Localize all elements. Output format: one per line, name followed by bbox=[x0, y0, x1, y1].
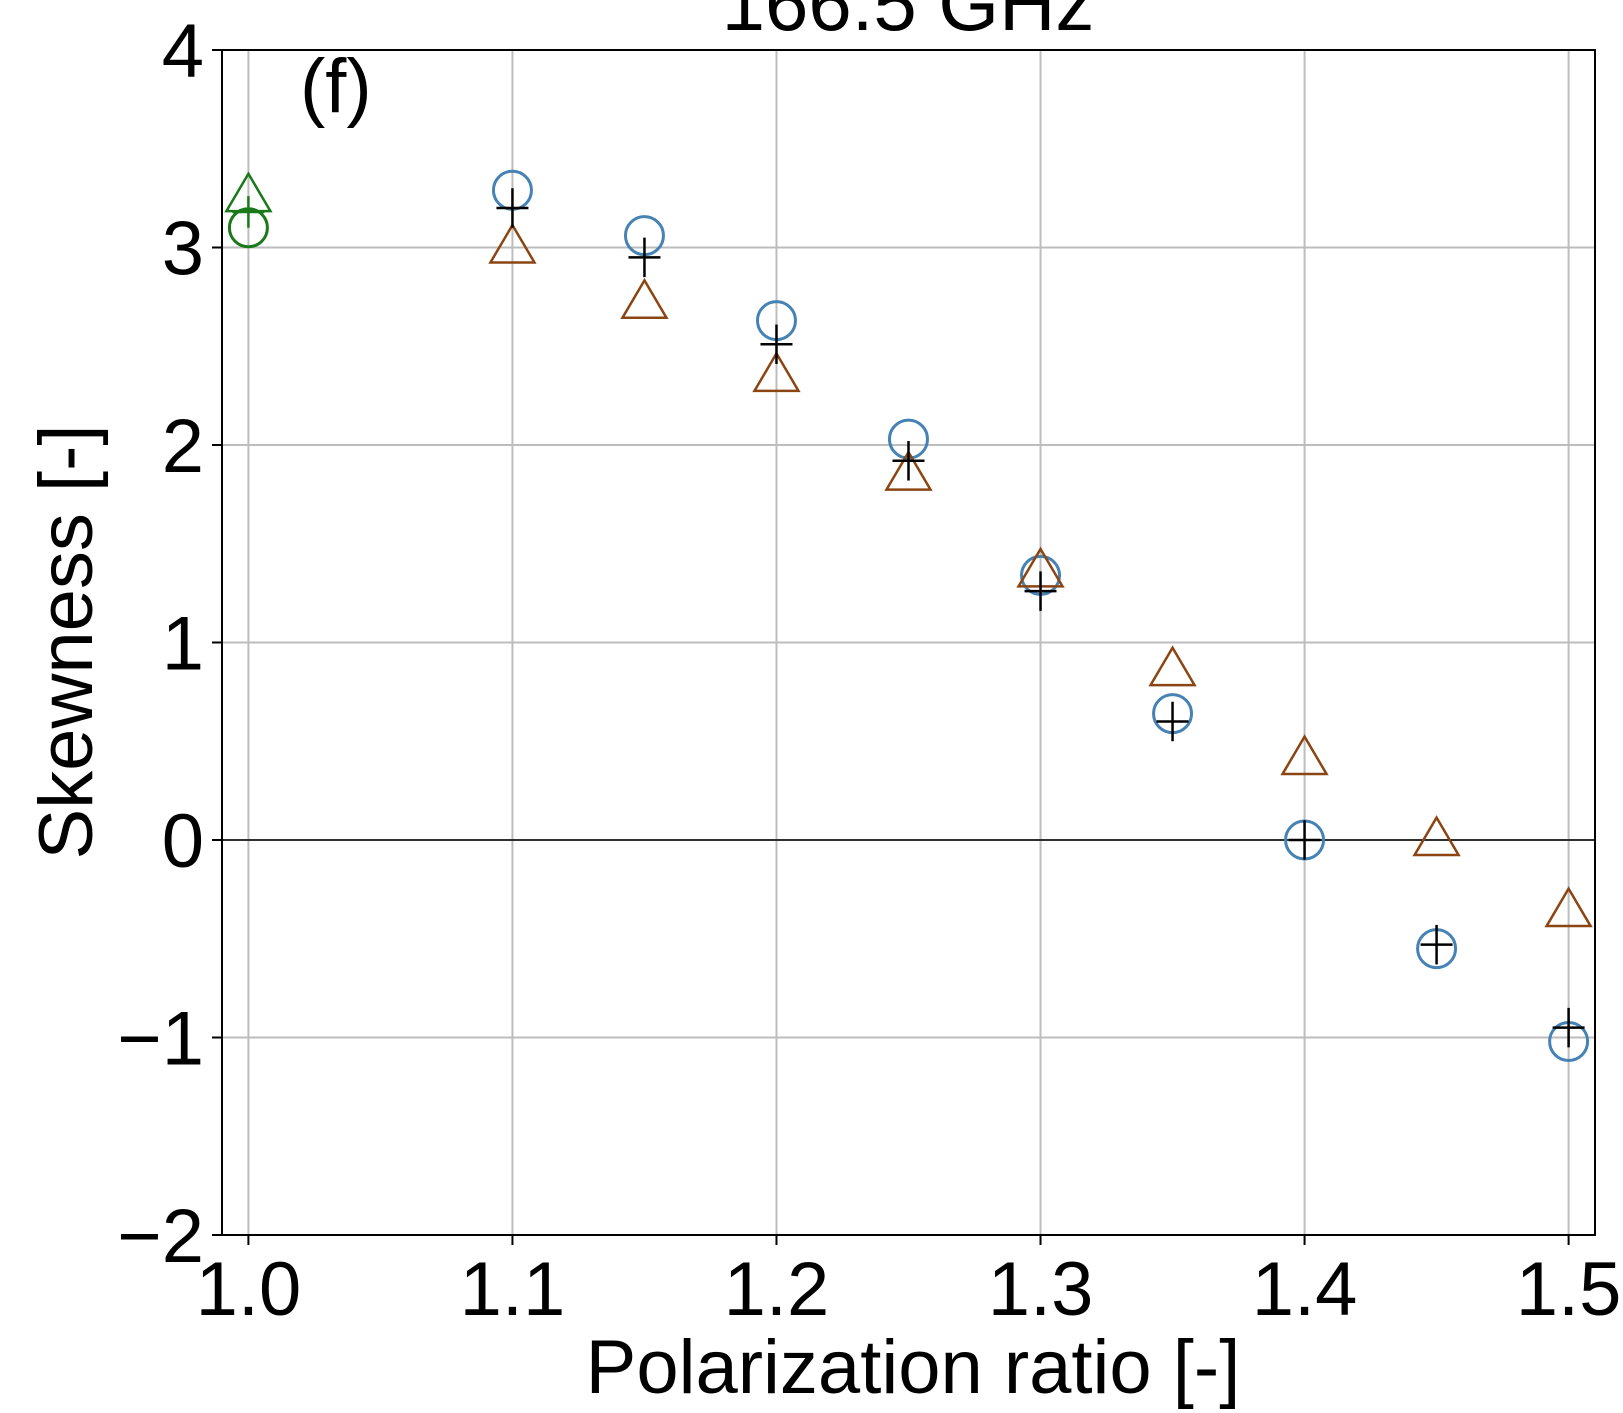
triangle-marker bbox=[1280, 734, 1329, 776]
y-axis-label: Skewness [-] bbox=[24, 424, 109, 859]
plot-grid bbox=[222, 49, 1595, 1236]
triangle-marker bbox=[1412, 815, 1461, 857]
y-tick-label: 3 bbox=[162, 207, 204, 292]
triangle-marker bbox=[752, 350, 801, 393]
triangle-marker bbox=[1148, 645, 1197, 687]
triangle-marker bbox=[884, 449, 933, 491]
x-tick-label: 1.2 bbox=[724, 1247, 830, 1332]
y-tick-label: 0 bbox=[162, 799, 204, 884]
x-tick-label: 1.3 bbox=[988, 1247, 1094, 1332]
triangle-marker bbox=[1544, 886, 1593, 928]
chart-title: 166.5 GHz bbox=[722, 0, 1095, 47]
x-tick-label: 1.0 bbox=[196, 1247, 302, 1332]
triangle-marker bbox=[488, 222, 537, 264]
y-tick-label: 1 bbox=[162, 602, 204, 687]
x-tick-label: 1.5 bbox=[1516, 1247, 1622, 1332]
y-tick-label: −1 bbox=[117, 997, 204, 1082]
y-tick-label: −2 bbox=[117, 1194, 204, 1279]
data-markers bbox=[224, 169, 1593, 1062]
x-axis-label: Polarization ratio [-] bbox=[586, 1325, 1241, 1410]
tick-labels: 1.0 1.1 1.2 1.3 1.4 1.5 −2 −1 0 1 2 3 4 bbox=[117, 9, 1621, 1332]
tick-marks bbox=[212, 49, 1570, 1245]
x-tick-label: 1.4 bbox=[1252, 1247, 1358, 1332]
x-tick-label: 1.1 bbox=[460, 1247, 566, 1332]
y-tick-label: 4 bbox=[162, 9, 204, 94]
y-tick-label: 2 bbox=[162, 404, 204, 489]
triangle-marker bbox=[620, 277, 669, 320]
panel-label: (f) bbox=[300, 44, 372, 129]
